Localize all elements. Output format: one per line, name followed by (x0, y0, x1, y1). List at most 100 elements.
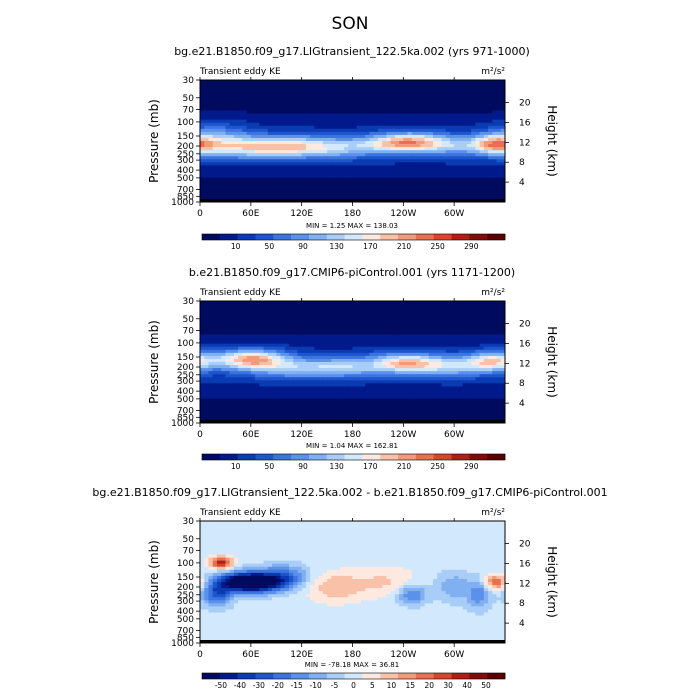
field-cell (496, 89, 502, 93)
field-cell (496, 98, 502, 102)
field-cell (352, 89, 358, 93)
field-cell (420, 371, 425, 375)
field-cell (229, 325, 235, 329)
field-cell (322, 343, 328, 348)
field-cell (297, 325, 303, 329)
field-cell (500, 122, 505, 127)
field-cell (420, 316, 425, 320)
field-cell (466, 337, 472, 342)
field-cell (420, 165, 425, 169)
field-cell (204, 337, 209, 342)
field-cell (246, 177, 252, 182)
field-cell (382, 192, 387, 197)
field-cell (356, 310, 362, 314)
field-cell (204, 349, 209, 354)
field-cell (373, 343, 379, 348)
field-cell (432, 174, 438, 178)
field-cell (242, 144, 247, 148)
field-cell (416, 380, 421, 384)
field-cell (454, 340, 459, 345)
field-cell (492, 331, 497, 335)
field-cell (471, 141, 476, 145)
field-cell (411, 141, 417, 145)
field-cell (394, 362, 400, 366)
field-cell (445, 150, 451, 154)
field-cell (382, 304, 387, 308)
field-cell (259, 113, 264, 117)
field-cell (356, 177, 362, 182)
field-cell (212, 153, 218, 157)
field-cell (488, 104, 493, 108)
field-cell (259, 128, 264, 133)
field-cell (386, 352, 392, 357)
field-cell (204, 355, 209, 360)
field-cell (471, 313, 476, 317)
field-cell (369, 337, 375, 342)
field-cell (416, 83, 421, 87)
field-cell (386, 83, 392, 87)
field-cell (216, 307, 222, 311)
field-cell (399, 316, 404, 320)
field-cell (242, 355, 247, 360)
field-cell (314, 137, 320, 142)
field-cell (348, 337, 353, 342)
field-cell (386, 334, 392, 338)
field-cell (229, 119, 235, 124)
field-cell (314, 98, 320, 102)
field-cell (356, 340, 362, 345)
field-cell (344, 144, 349, 148)
field-cell (221, 371, 226, 375)
field-cell (259, 104, 264, 108)
field-cell (233, 165, 239, 169)
field-cell (462, 307, 468, 311)
field-cell (369, 334, 375, 338)
field-cell (352, 119, 358, 124)
field-cell (352, 147, 358, 151)
field-cell (373, 83, 379, 87)
field-cell (373, 337, 379, 342)
field-cell (276, 331, 281, 335)
field-cell (301, 168, 307, 172)
field-cell (335, 355, 341, 360)
field-cell (255, 358, 260, 363)
field-cell (272, 371, 277, 375)
field-cell (322, 137, 328, 142)
field-cell (344, 371, 349, 375)
field-cell (394, 301, 400, 305)
field-cell (352, 316, 358, 320)
field-cell (394, 377, 400, 381)
field-cell (386, 310, 392, 314)
field-cell (200, 386, 205, 390)
field-cell (373, 310, 379, 314)
field-cell (280, 307, 286, 311)
field-cell (403, 177, 408, 182)
field-cell (437, 168, 442, 172)
field-cell (288, 153, 294, 157)
field-cell (229, 156, 235, 160)
field-cell (335, 125, 341, 130)
field-cell (483, 343, 489, 348)
field-cell (488, 340, 493, 345)
field-cell (471, 337, 476, 342)
field-cell (246, 119, 252, 124)
field-cell (441, 362, 447, 366)
field-cell (471, 195, 476, 200)
field-cell (288, 189, 294, 194)
field-cell (479, 92, 485, 96)
field-cell (411, 352, 417, 357)
field-cell (424, 98, 430, 102)
field-cell (216, 325, 222, 329)
field-cell (272, 368, 277, 372)
field-cell (200, 186, 205, 191)
field-cell (255, 122, 260, 127)
field-cell (365, 107, 370, 111)
field-cell (339, 104, 345, 108)
field-cell (344, 141, 349, 145)
field-cell (267, 319, 273, 323)
field-cell (335, 352, 341, 357)
field-cell (445, 313, 451, 317)
field-cell (212, 95, 218, 99)
field-cell (229, 177, 235, 182)
field-cell (458, 343, 464, 348)
field-cell (386, 162, 392, 166)
